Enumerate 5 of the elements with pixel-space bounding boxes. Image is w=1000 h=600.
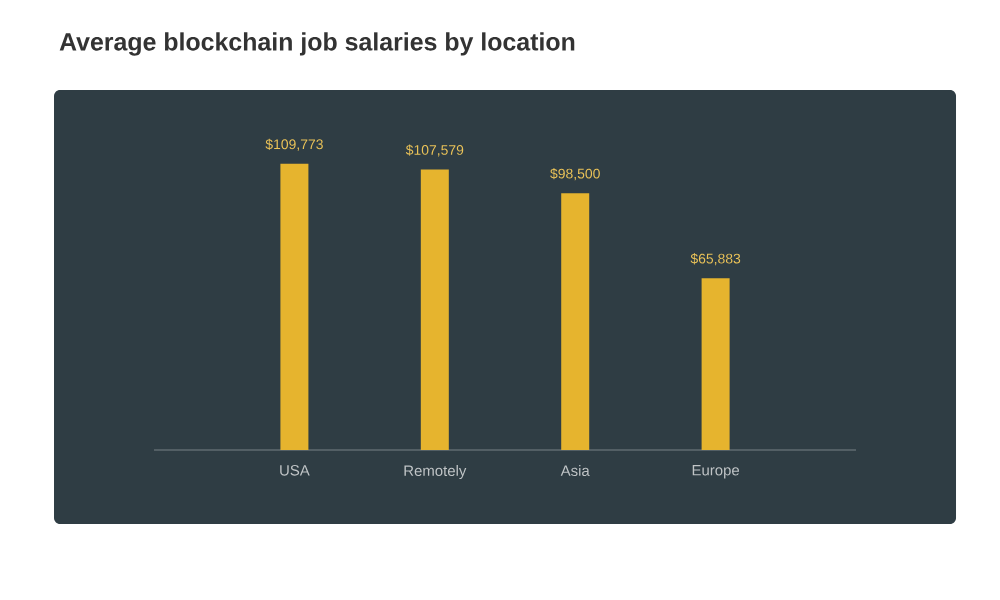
chart-title: Average blockchain job salaries by location	[59, 32, 575, 56]
bar	[561, 193, 590, 450]
bar	[420, 169, 449, 450]
bar	[701, 278, 730, 450]
bar	[280, 163, 309, 450]
